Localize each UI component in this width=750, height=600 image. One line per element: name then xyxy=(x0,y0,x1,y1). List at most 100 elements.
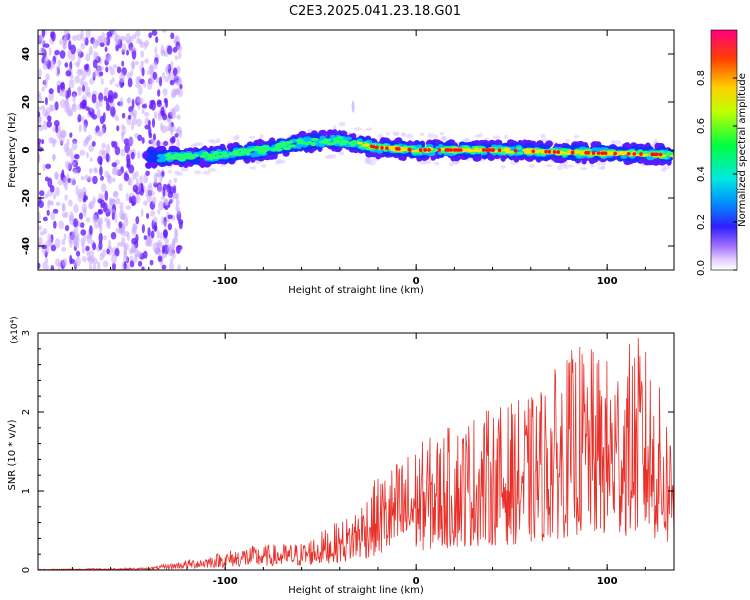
spectrogram-noise-mark xyxy=(48,237,53,248)
spectrogram-noise-mark xyxy=(174,133,179,138)
spectrogram-ridge-peak-mark xyxy=(658,152,663,157)
spectrogram-noise-mark xyxy=(86,234,93,245)
spectrogram-noise-mark xyxy=(85,216,91,223)
spectrogram-noise-mark xyxy=(178,50,182,60)
spectrogram-noise-mark xyxy=(103,87,109,98)
spectrogram-halo-mark xyxy=(173,170,181,175)
spectrogram-noise-mark xyxy=(48,88,54,95)
spectrogram-noise-mark xyxy=(38,262,41,269)
spectrogram-noise-mark xyxy=(38,36,43,45)
spectrogram-halo-mark xyxy=(542,138,547,142)
spectrogram-ridge-cyan-mark xyxy=(159,155,166,160)
spectrogram-noise-mark xyxy=(115,82,121,88)
spectrogram-noise-mark xyxy=(64,194,68,201)
spectrogram-noise-mark xyxy=(85,136,91,142)
spectrogram-ridge-yellow-mark xyxy=(401,147,410,150)
spectrogram-noise-mark xyxy=(136,250,142,258)
spectrogram-noise-mark xyxy=(172,251,176,260)
spectrogram-ridge-green-mark xyxy=(307,140,313,145)
spectrogram-noise-mark xyxy=(88,202,93,210)
spectrogram-halo-mark xyxy=(545,164,553,168)
spectrogram-noise-mark xyxy=(39,47,45,56)
spectrogram-noise-mark xyxy=(167,214,173,220)
spectrogram-ridge-green-mark xyxy=(340,139,346,143)
spectrogram-noise-mark xyxy=(155,76,160,84)
spectrogram-noise-mark xyxy=(88,46,93,53)
snr-ytick-label: 0 xyxy=(21,567,32,573)
spectrogram-ridge-green-mark xyxy=(193,153,200,157)
spectrogram-noise-mark xyxy=(96,64,100,75)
spectrogram-noise-mark xyxy=(176,114,181,120)
spectrogram-noise-mark xyxy=(140,208,144,217)
spectrogram-ridge-green-mark xyxy=(349,143,356,147)
spectrogram-noise-mark xyxy=(141,137,145,144)
spectrogram-noise-mark xyxy=(85,53,91,62)
spectrogram-halo-mark xyxy=(377,133,384,139)
spectrogram-halo-mark xyxy=(448,162,454,167)
spectrogram-noise-mark xyxy=(42,163,46,172)
spectrogram-noise-mark xyxy=(161,245,165,254)
spectrogram-halo-mark xyxy=(232,135,239,141)
spectrogram-noise-mark xyxy=(152,133,157,141)
spectrogram-noise-mark xyxy=(133,254,138,264)
spectrogram-noise-mark xyxy=(78,124,82,133)
spectrogram-noise-mark xyxy=(77,114,82,123)
colorbar-bar xyxy=(710,29,738,271)
spectrogram-noise-mark xyxy=(59,50,66,59)
spectrogram-noise-mark xyxy=(114,146,121,156)
spectrogram-noise-mark xyxy=(135,30,141,37)
spectrogram-noise-mark xyxy=(101,127,105,135)
spectrogram-noise-mark xyxy=(108,239,112,250)
spectrogram-noise-mark xyxy=(162,187,166,198)
spectrogram-ytick-label: 40 xyxy=(21,47,32,61)
spectrogram-noise-mark xyxy=(103,235,107,241)
spectrogram-halo-mark xyxy=(260,164,267,168)
spectrogram-noise-mark xyxy=(96,129,102,137)
spectrogram-noise-mark xyxy=(149,79,155,84)
spectrogram-noise-mark xyxy=(41,86,46,92)
spectrogram-noise-mark xyxy=(98,232,103,243)
spectrogram-noise-mark xyxy=(125,39,132,44)
spectrogram-noise-mark xyxy=(50,265,55,270)
spectrogram-noise-mark xyxy=(168,262,175,270)
spectrogram-noise-mark xyxy=(38,94,43,103)
spectrogram-noise-mark xyxy=(93,50,97,61)
spectrogram-noise-mark xyxy=(133,112,137,119)
spectrogram-ridge-yellow-mark xyxy=(573,151,581,154)
spectrogram-noise-mark xyxy=(164,198,169,207)
spectrogram-noise-mark xyxy=(62,39,67,50)
spectrogram-noise-mark xyxy=(98,92,104,103)
spectrogram-noise-mark xyxy=(105,104,111,112)
spectrogram-noise-mark xyxy=(81,70,87,81)
spectrogram-noise-mark xyxy=(160,216,164,225)
spectrogram-noise-mark xyxy=(125,192,129,202)
spectrogram-halo-mark xyxy=(600,165,606,169)
spectrogram-noise-mark xyxy=(63,30,70,37)
spectrogram-noise-mark xyxy=(109,208,116,214)
spectrogram-ridge-green-mark xyxy=(310,137,319,142)
spectrogram-noise-mark xyxy=(47,200,54,205)
spectrogram-noise-mark xyxy=(135,194,141,204)
spectrogram-noise-mark xyxy=(148,132,153,139)
spectrogram-noise-mark xyxy=(105,54,111,63)
snr-ytick-label: 1 xyxy=(21,488,32,494)
spectrogram-halo-mark xyxy=(540,133,546,139)
spectrogram-ridge-green-mark xyxy=(516,146,522,150)
spectrogram-ridge-peak-mark xyxy=(497,148,502,153)
spectrogram-ridge-green-mark xyxy=(283,146,292,151)
spectrogram-noise-mark xyxy=(141,224,145,234)
spectrogram-noise-mark xyxy=(167,223,173,231)
spectrogram-noise-mark xyxy=(38,111,41,118)
spectrogram-noise-mark xyxy=(140,50,145,58)
spectrogram-ridge-outer-mark xyxy=(557,156,564,164)
spectrogram-noise-mark xyxy=(114,115,119,122)
spectrogram-ridge-cyan-mark xyxy=(594,147,603,152)
spectrogram-halo-mark xyxy=(423,160,431,165)
snr-ytick-label: 3 xyxy=(21,330,32,336)
spectrogram-noise-mark xyxy=(70,44,77,55)
spectrogram-ridge-peak-mark xyxy=(556,150,561,154)
spectrogram-noise-mark xyxy=(61,89,67,97)
spectrogram-halo-mark xyxy=(385,132,390,136)
spectrogram-noise-mark xyxy=(89,157,93,162)
